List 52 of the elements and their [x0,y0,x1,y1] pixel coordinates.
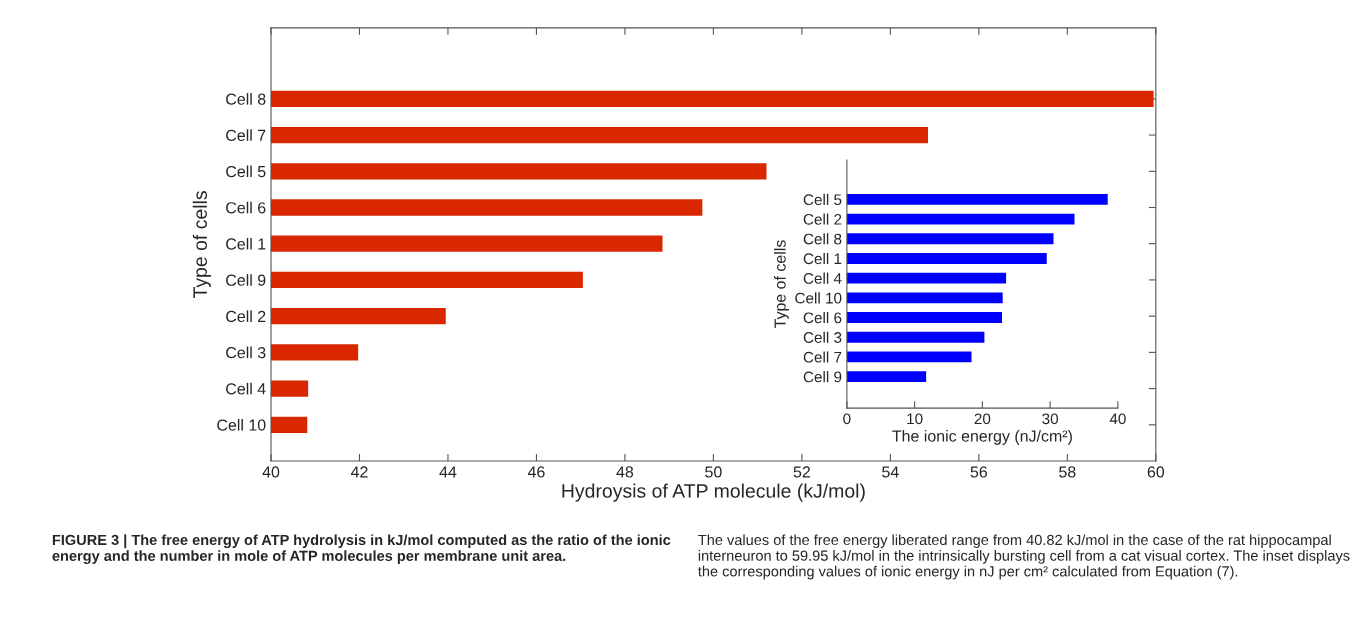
x-tick-label: 44 [439,466,457,478]
y-tick-label: Cell 10 [217,419,266,431]
x-axis-title: Hydroysis of ATP molecule (kJ/mol) [562,483,865,502]
bar [846,213,1075,225]
x-tick-label: 52 [793,466,810,478]
bar [846,312,1003,323]
y-tick-label: Cell 6 [803,312,842,324]
x-tick-label: 42 [350,466,368,478]
bar [846,253,1047,264]
x-tick-label: 46 [527,466,545,478]
y-tick-label: Cell 4 [803,272,842,284]
x-tick-label: 0 [843,413,851,425]
x-tick-label: 60 [1147,466,1165,478]
bar [846,331,985,343]
y-tick-label: Cell 8 [226,93,266,105]
x-tick-label: 30 [1042,413,1059,425]
y-tick-label: Cell 6 [226,201,266,214]
x-tick-label: 20 [974,413,991,425]
y-tick-label: Cell 5 [226,165,266,178]
y-axis-title: Type of cells [192,191,211,299]
y-tick-label: Cell 2 [803,213,842,225]
y-tick-label: Cell 3 [803,331,842,343]
x-tick-label: 48 [616,466,634,478]
bar [846,272,1007,284]
y-tick-label: Cell 7 [803,351,842,363]
bar [846,233,1054,245]
y-tick-label: Cell 10 [795,292,842,304]
bar [846,351,972,363]
y-tick-label: Cell 7 [226,129,266,142]
y-tick-label: Cell 1 [226,237,266,250]
y-tick-label: Cell 4 [226,382,266,395]
bar [846,292,1003,304]
x-tick-label: 40 [1109,413,1126,425]
bar [846,193,1108,205]
caption: FIGURE 3 | The free energy of ATP hydrolysis in kJ/mol computed as the ratio of the ionic energy and the number in mole of ATP molecules per membrane unit area. [52,534,671,564]
y-tick-label: Cell 5 [803,193,842,206]
bar [846,371,927,383]
x-tick-label: 56 [970,466,988,478]
y-axis-title: Type of cells [774,240,789,329]
y-tick-label: Cell 2 [226,310,266,323]
x-tick-label: 54 [882,466,899,478]
y-tick-label: Cell 1 [803,252,842,265]
x-tick-label: 50 [705,466,722,478]
y-tick-label: Cell 9 [803,371,842,383]
x-axis-title: The ionic energy (nJ/cm²) [892,430,1072,445]
y-tick-label: Cell 8 [803,233,842,245]
y-tick-label: Cell 3 [226,346,266,359]
x-tick-label: 58 [1059,466,1076,478]
y-tick-label: Cell 9 [226,274,266,286]
x-tick-label: 40 [262,466,280,478]
x-tick-label: 10 [907,413,923,425]
text: The values of the free energy liberated range from 40.82 kJ/mol in the case of the rat hippocampal interneuron to 59.95 kJ/mol in the intrinsically bursting cell from a cat visual cortex. The inset displays the corresponding values of ionic energy in nJ per cm² calculated from Equation (7). [698,534,1350,580]
